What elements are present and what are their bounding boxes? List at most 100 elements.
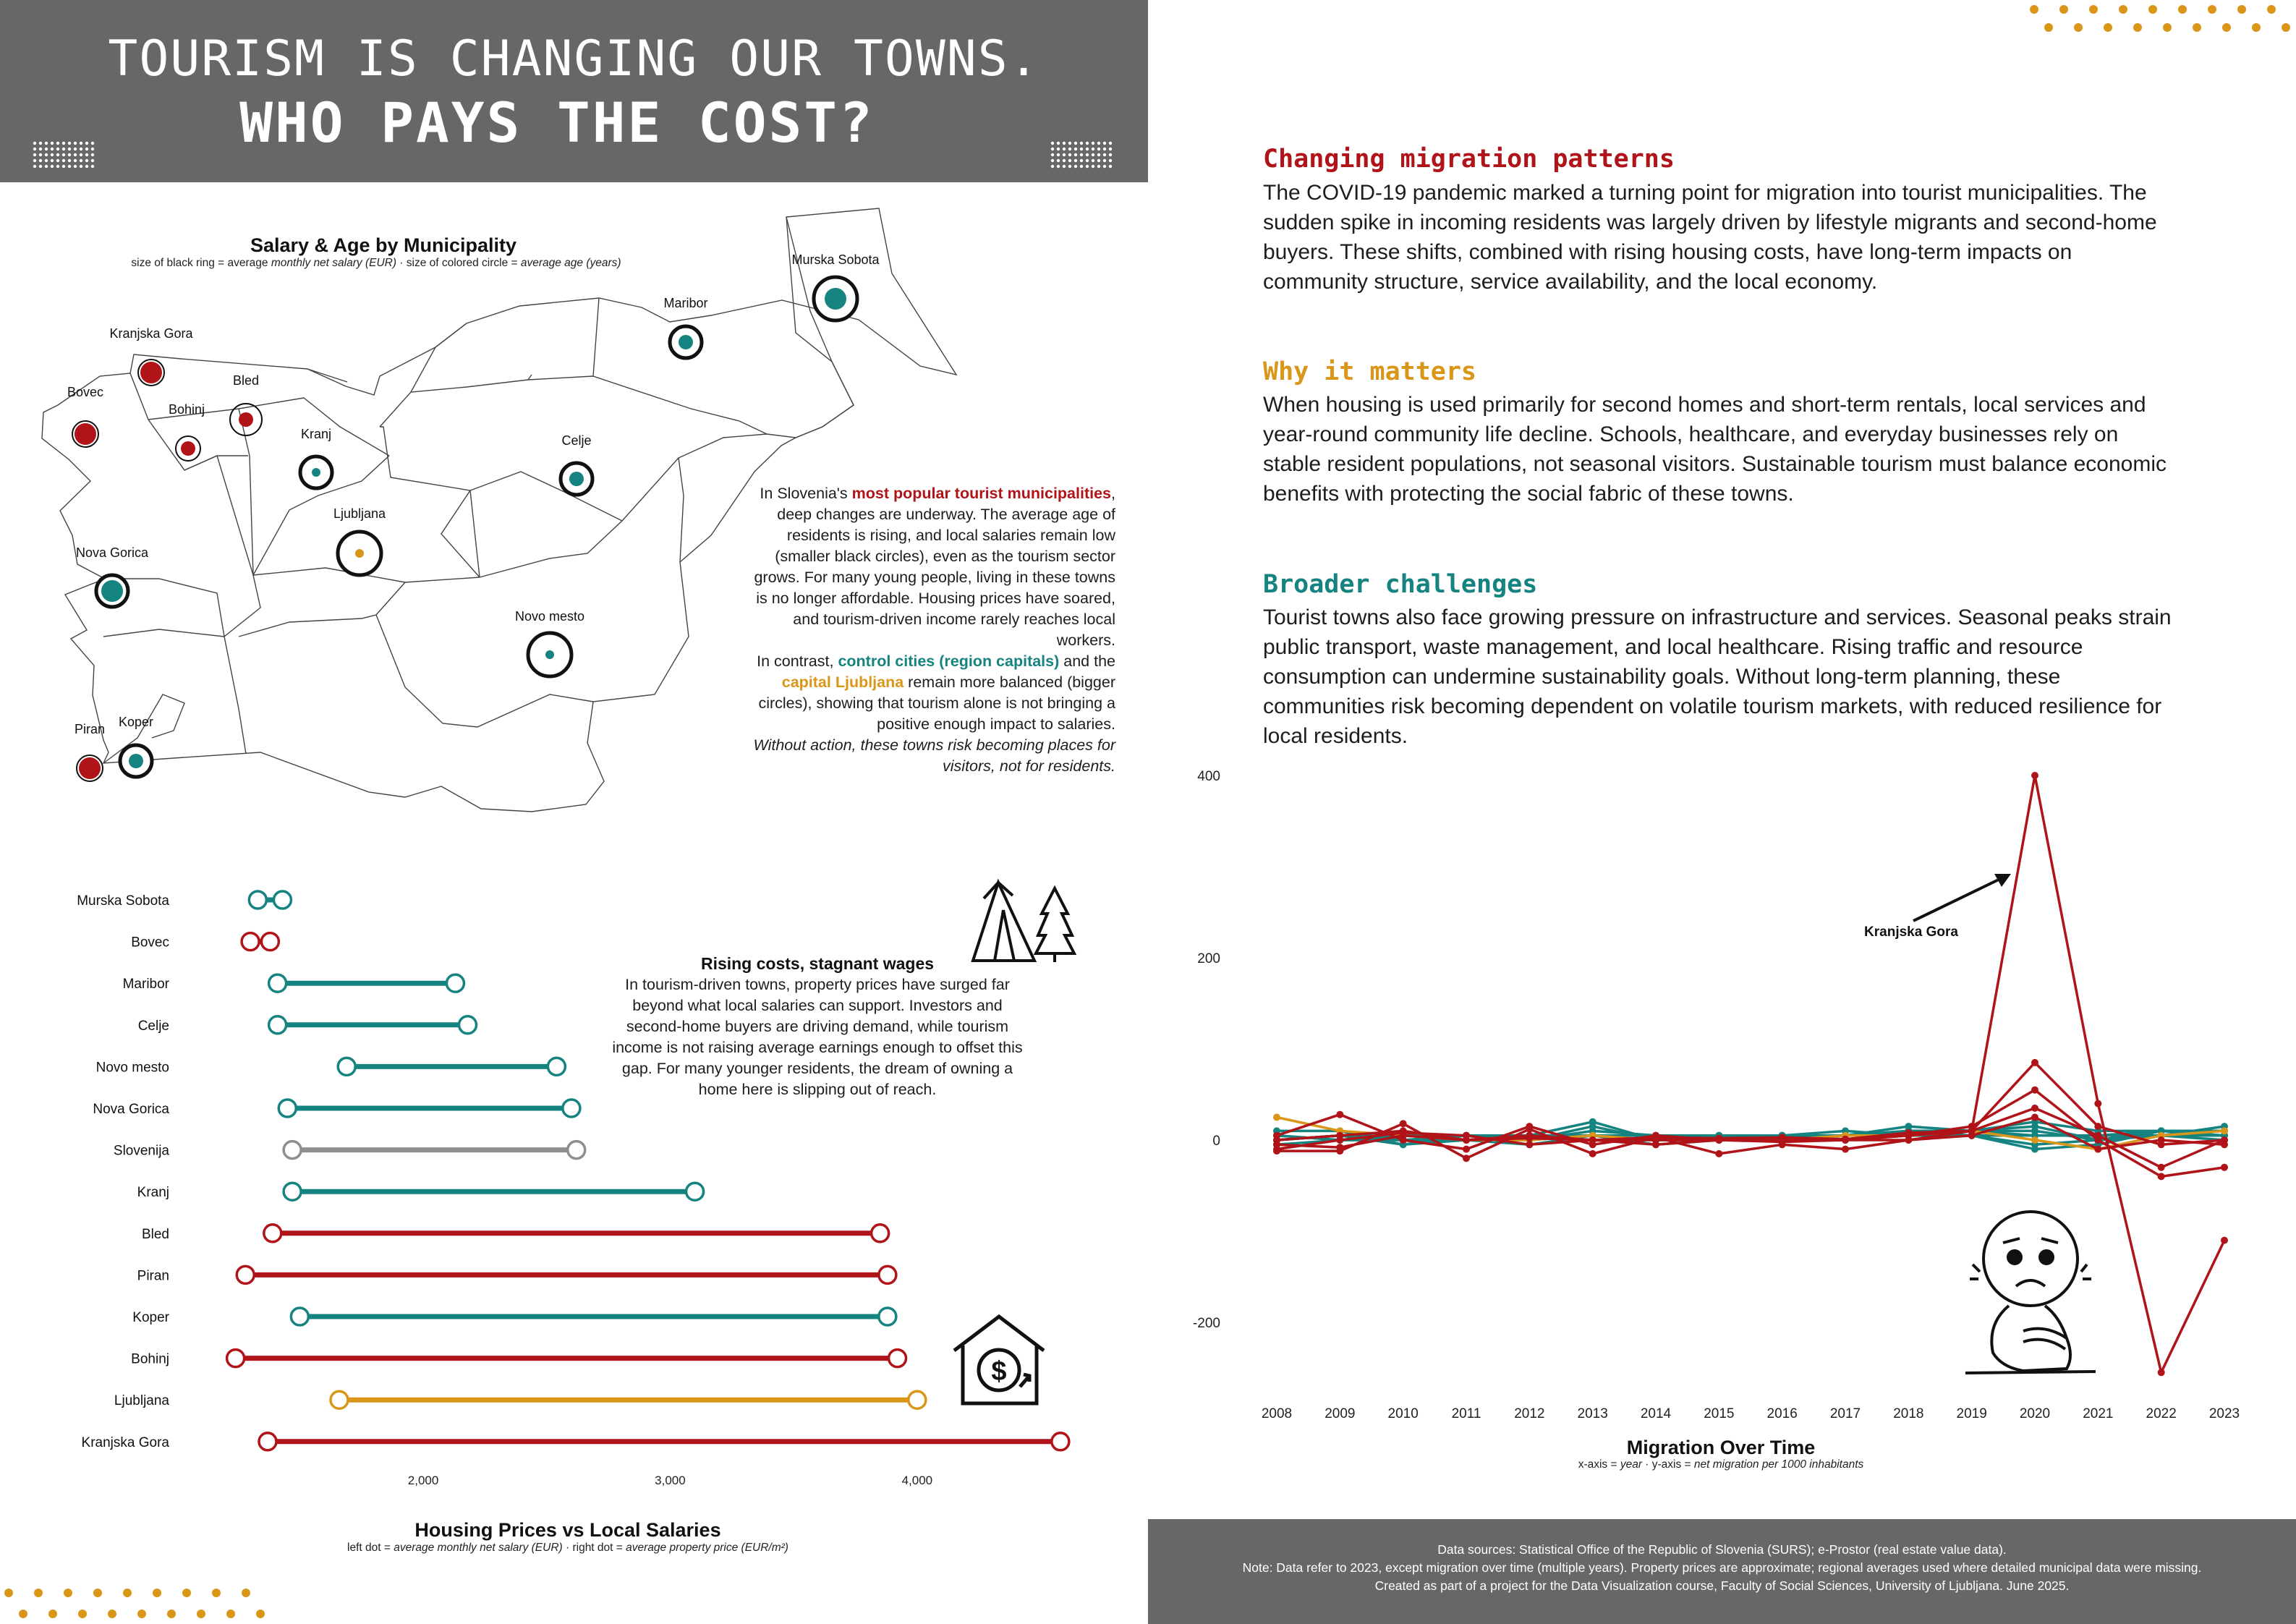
migration-point <box>1589 1136 1596 1144</box>
decor-dot <box>226 1610 235 1618</box>
dumbbell-price-dot <box>566 1139 587 1160</box>
decor-dot <box>2089 5 2098 14</box>
migration-point <box>2031 1145 2038 1153</box>
migration-point <box>2221 1163 2228 1171</box>
decor-dot <box>61 153 66 157</box>
decor-dot <box>1102 147 1107 151</box>
migration-x-tick: 2022 <box>2146 1406 2177 1421</box>
migration-point <box>1589 1149 1596 1157</box>
decor-dot <box>93 1589 102 1597</box>
migration-point <box>1778 1136 1786 1144</box>
decor-dot <box>197 1610 205 1618</box>
decor-dot <box>50 164 54 169</box>
migration-x-tick: 2021 <box>2083 1406 2113 1421</box>
dumbbell-salary-dot <box>240 931 260 952</box>
decor-dot <box>2163 23 2172 32</box>
decor-dot <box>1102 141 1107 145</box>
decor-dot <box>212 1589 221 1597</box>
decor-dot <box>61 164 66 169</box>
migration-x-tick: 2020 <box>2020 1406 2050 1421</box>
decor-dot <box>64 1589 72 1597</box>
decor-dot <box>167 1610 176 1618</box>
map-age-dot <box>181 441 195 456</box>
decor-dot <box>85 153 89 157</box>
decor-dot <box>1091 158 1095 163</box>
dumbbell-row-label: Ljubljana <box>114 1393 169 1408</box>
decor-dot <box>153 1589 161 1597</box>
dumbbell-price-dot <box>887 1348 908 1369</box>
migration-point <box>1526 1141 1534 1149</box>
decor-dot <box>1108 153 1113 157</box>
dumbbell-salary-dot <box>336 1056 357 1077</box>
decor-dot <box>56 153 60 157</box>
dumbbell-row-label: Piran <box>137 1268 169 1283</box>
map-city-label: Koper <box>119 715 153 729</box>
migration-point <box>2031 1058 2038 1066</box>
migration-point <box>1399 1120 1407 1128</box>
migration-point <box>1273 1145 1280 1153</box>
map-city-label: Bled <box>233 373 259 388</box>
migration-y-tick: -200 <box>1193 1316 1220 1331</box>
white-dot-grid-right <box>1050 141 1113 169</box>
map-city-label: Novo mesto <box>515 609 584 624</box>
decor-dot <box>1079 158 1084 163</box>
migration-point <box>1715 1136 1723 1144</box>
decor-dot <box>1079 141 1084 145</box>
decor-dot <box>1073 158 1078 163</box>
decor-dot <box>2252 23 2261 32</box>
migration-point <box>1273 1136 1280 1144</box>
dumbbell-annotation: Rising costs, stagnant wages In tourism-… <box>608 953 1027 1100</box>
migration-point <box>1336 1147 1344 1155</box>
decor-dot <box>1108 158 1113 163</box>
decor-dot <box>2282 23 2290 32</box>
decor-dot <box>38 164 43 169</box>
dumbbell-price-dot <box>869 1223 890 1243</box>
decor-dot <box>1050 141 1055 145</box>
dumbbell-salary-dot <box>282 1181 302 1202</box>
map-age-dot <box>312 468 320 477</box>
dumbbell-row-label: Murska Sobota <box>77 893 169 909</box>
decor-dot <box>34 1589 43 1597</box>
migration-point <box>1968 1131 1976 1139</box>
decor-dot <box>1068 141 1072 145</box>
decor-dot <box>2222 23 2231 32</box>
dumbbell-row-label: Kranj <box>137 1185 169 1200</box>
decor-dot <box>1102 153 1107 157</box>
decor-dot <box>50 141 54 145</box>
migration-point <box>2221 1141 2228 1149</box>
decor-dot <box>2030 5 2038 14</box>
dumbbell-price-dot <box>546 1056 567 1077</box>
decor-dot <box>1102 164 1107 169</box>
decor-dot <box>44 158 48 163</box>
dumbbell-salary-dot <box>263 1223 283 1243</box>
decor-dot <box>1085 141 1089 145</box>
section-body-migration: The COVID-19 pandemic marked a turning p… <box>1263 181 2157 294</box>
dumbbell-salary-dot <box>235 1264 255 1285</box>
decor-dot <box>108 1610 116 1618</box>
migration-x-tick: 2009 <box>1325 1406 1355 1421</box>
migration-point <box>1463 1145 1470 1153</box>
dumbbell-x-tick: 3,000 <box>655 1474 686 1487</box>
decor-dot <box>1068 164 1072 169</box>
decor-dot <box>182 1589 191 1597</box>
decor-dot <box>1097 147 1101 151</box>
dumbbell-price-dot <box>907 1390 927 1410</box>
decor-dot <box>33 158 37 163</box>
map-salary-ring <box>137 359 165 386</box>
dumbbell-salary-dot <box>247 890 268 910</box>
decor-dot <box>2059 5 2068 14</box>
map-age-dot <box>679 335 693 349</box>
map-salary-ring <box>175 435 201 462</box>
decor-dot <box>1068 158 1072 163</box>
dumbbell-row-label: Nova Gorica <box>93 1102 169 1117</box>
migration-point <box>2031 1104 2038 1112</box>
dumbbell-price-dot <box>684 1181 705 1202</box>
dumbbell-price-dot <box>877 1264 898 1285</box>
migration-point <box>2221 1127 2228 1135</box>
decor-dot <box>2178 5 2187 14</box>
migration-point <box>1273 1113 1280 1121</box>
title-line-1: TOURISM IS CHANGING OUR TOWNS. <box>108 30 1040 88</box>
decor-dot <box>73 141 77 145</box>
decor-dot <box>2237 5 2246 14</box>
decor-dot <box>67 141 72 145</box>
